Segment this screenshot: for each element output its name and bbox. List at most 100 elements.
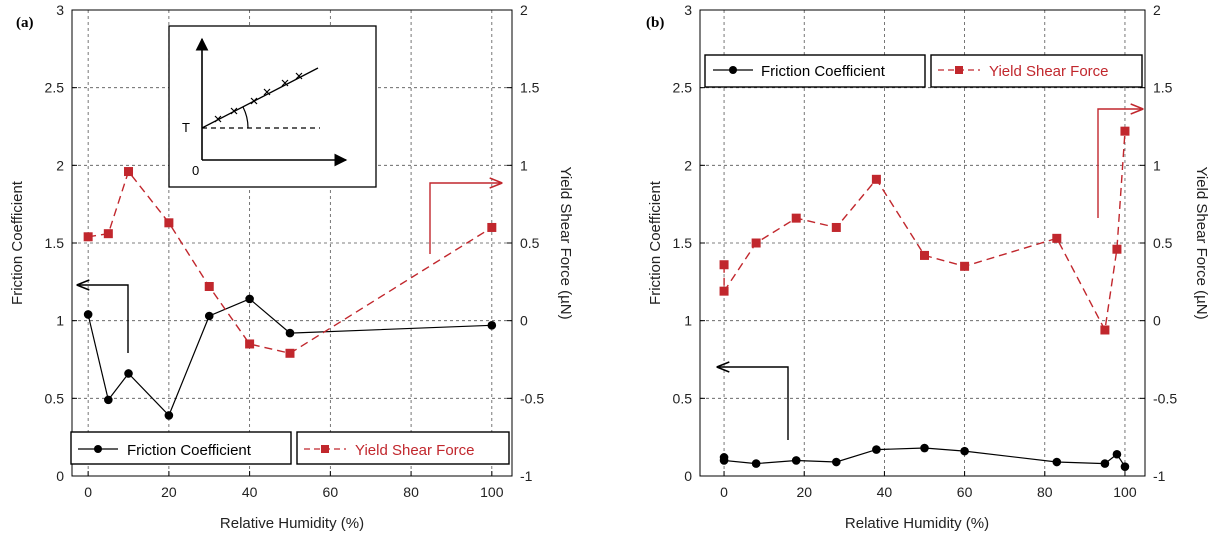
friction-point-b [832,457,841,467]
x-axis-label-a: Relative Humidity (%) [220,515,364,532]
shear-point-b [1052,233,1062,243]
friction-line-a [87,298,492,417]
y-tick-label-left-b: 2.5 [673,80,693,96]
y-axis-label-left-b: Friction Coefficient [647,180,664,305]
y-tick-label-right-a: 1.5 [520,80,540,96]
legend-friction-label: Friction Coefficient [761,63,886,80]
legend-shear-label: Yield Shear Force [355,442,475,459]
legend-shear-label: Yield Shear Force [989,63,1109,80]
y-axis-label-left-a: Friction Coefficient [9,180,26,305]
y-tick-label-left-a: 0 [56,468,64,484]
shear-point-a [285,348,295,358]
friction-point-a [124,369,133,378]
x-tick-label-b: 40 [877,484,893,500]
y-axis-label-right-b: Yield Shear Force (µN) [1193,166,1210,319]
y-tick-label-right-b: 1.5 [1153,80,1173,96]
legend-friction-label: Friction Coefficient [127,442,252,459]
friction-point-a [104,395,113,405]
legend-shear-b: Yield Shear Force [930,54,1143,88]
x-tick-label-a: 80 [403,484,419,500]
y-tick-label-right-a: -0.5 [520,390,544,406]
x-tick-label-b: 80 [1037,484,1053,500]
shear-point-a [83,232,93,242]
x-tick-label-a: 40 [242,484,258,500]
y-tick-label-right-b: -1 [1153,468,1166,484]
y-tick-label-left-b: 0.5 [673,390,693,406]
ticks-b: 0 20 40 60 80 100 0 0.5 1 1.5 2 2.5 3 -1 -0.5 0 0.5 1 1.5 2 [673,2,1178,500]
friction-point-a [83,310,93,319]
friction-point-b [1052,457,1062,467]
friction-point-b [1112,449,1122,459]
legend-friction-a: Friction Coefficient [70,431,292,465]
y-tick-label-right-a: 0.5 [520,235,540,251]
friction-point-b [960,446,969,456]
friction-point-b [719,456,729,465]
friction-axis-arrow-b [718,367,789,440]
y-tick-label-right-a: 1 [520,157,528,173]
series-a [83,167,497,420]
shear-line-b [723,131,1126,333]
y-tick-label-left-a: 1.5 [45,235,65,251]
shear-point-b [960,261,970,271]
shear-point-b [751,238,761,248]
inset-zero-label: 0 [192,163,199,178]
shear-point-a [245,339,255,349]
chart-panel-a: 0 20 40 60 80 10000.511.522.53-1-0.500.511.52… [9,2,574,532]
y-tick-label-left-b: 3 [684,2,692,18]
shear-point-a [487,222,497,232]
friction-point-a [285,328,295,338]
y-tick-label-left-a: 1 [56,313,64,329]
x-tick-label-b: 0 [720,484,728,500]
friction-point-a [204,311,214,321]
shear-point-b [719,286,729,296]
legend-shear-a: Yield Shear Force [296,431,510,465]
shear-point-b [1112,244,1122,254]
y-tick-label-right-b: 0.5 [1153,235,1173,251]
y-tick-label-right-a: 0 [520,313,528,329]
x-tick-label-b: 60 [957,484,973,500]
panel-label-a: (a) [16,15,34,31]
y-tick-label-left-b: 0 [684,468,692,484]
friction-point-b [920,443,929,453]
shear-point-b [791,213,801,223]
shear-point-b [719,260,729,270]
shear-point-a [124,167,134,177]
shear-point-b [1100,325,1110,335]
x-tick-label-a: 20 [161,484,177,500]
y-tick-label-left-a: 2 [56,157,64,173]
friction-point-b [872,445,881,454]
shear-axis-arrow-a [429,183,501,254]
x-tick-label-a: 100 [480,484,504,500]
y-tick-label-left-b: 2 [684,157,692,173]
shear-line-a [87,170,493,355]
shear-point-a [204,281,214,291]
friction-point-a [164,411,174,420]
shear-axis-arrow-b [1097,109,1142,218]
legend-friction-b: Friction Coefficient [704,54,926,88]
series-b [719,126,1130,471]
inset-t-label: T [182,120,190,135]
y-tick-label-right-a: 2 [520,2,528,18]
y-tick-label-left-b: 1 [684,313,692,329]
shear-point-b [871,174,881,184]
x-tick-label-a: 0 [84,484,92,500]
shear-point-b [1120,126,1130,136]
inset-schematic: T 0 [168,25,377,188]
shear-point-b [920,250,930,260]
friction-point-a [487,321,497,330]
y-tick-label-right-b: -0.5 [1153,390,1177,406]
friction-point-b [791,456,801,465]
y-tick-label-right-b: 0 [1153,313,1161,329]
shear-point-a [164,218,174,228]
friction-point-b [751,459,761,468]
shear-point-a [103,229,113,239]
x-tick-label-a: 60 [323,484,339,500]
x-axis-label-b: Relative Humidity (%) [845,515,989,532]
y-axis-label-right-a: Yield Shear Force (µN) [557,166,574,319]
y-tick-label-left-a: 2.5 [45,80,65,96]
y-tick-label-left-a: 0.5 [45,390,65,406]
friction-point-a [245,294,254,304]
friction-axis-arrow-a [78,285,129,353]
x-tick-label-b: 100 [1113,484,1137,500]
